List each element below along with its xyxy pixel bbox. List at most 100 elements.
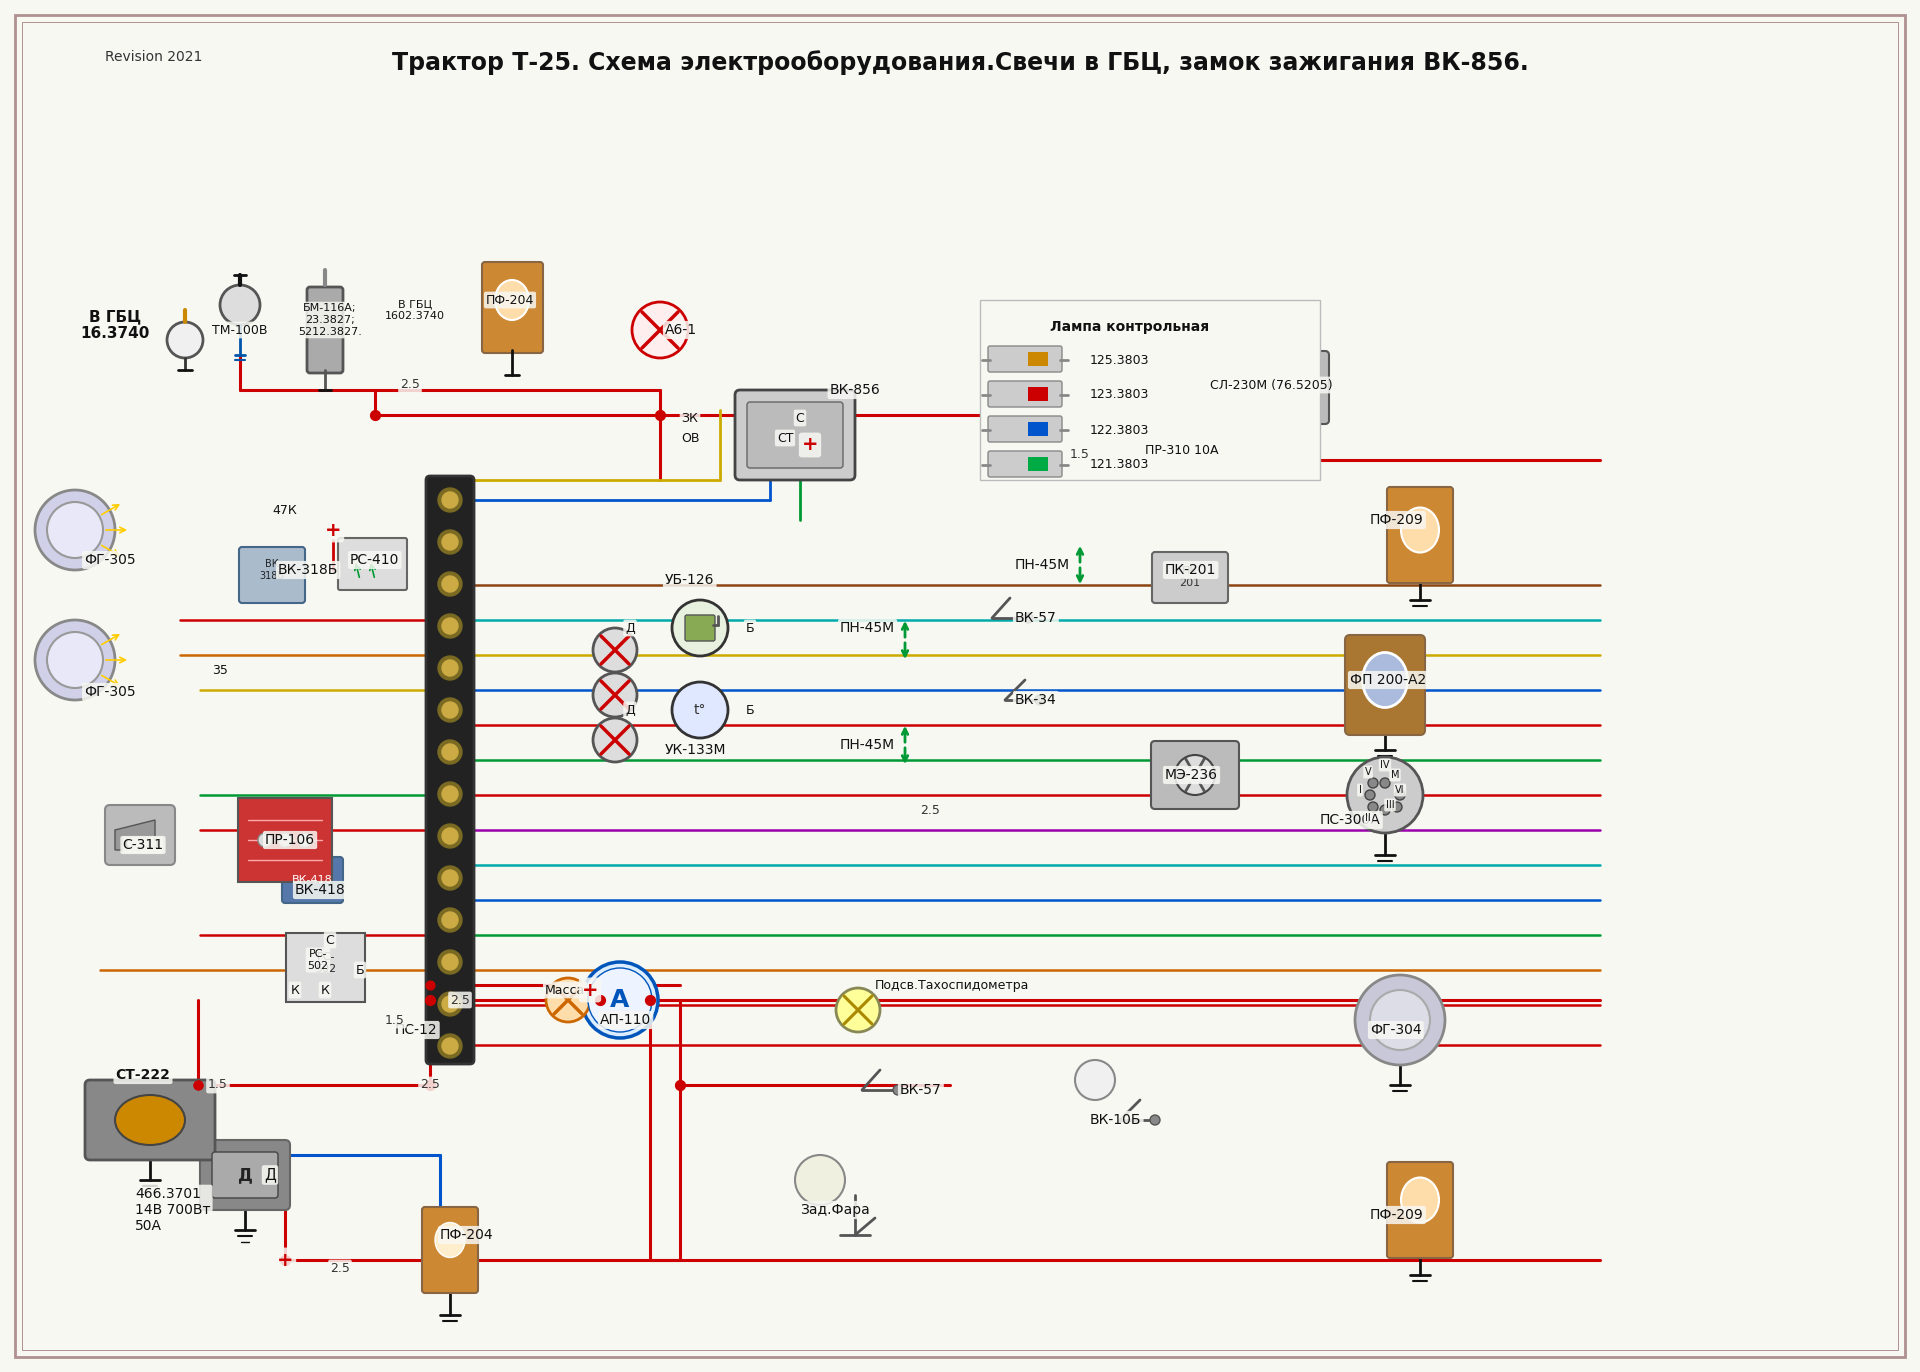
Circle shape bbox=[35, 490, 115, 569]
Circle shape bbox=[893, 1085, 902, 1095]
Text: 1.5: 1.5 bbox=[1069, 449, 1091, 461]
Point bbox=[359, 403, 390, 425]
Text: ПН-45М: ПН-45М bbox=[1016, 558, 1069, 572]
Text: M: M bbox=[1390, 770, 1400, 781]
FancyBboxPatch shape bbox=[286, 933, 365, 1002]
FancyBboxPatch shape bbox=[989, 346, 1062, 372]
Text: III: III bbox=[1386, 800, 1394, 809]
Text: 121.3803: 121.3803 bbox=[1091, 458, 1150, 472]
Circle shape bbox=[1365, 790, 1375, 800]
Bar bbox=[1027, 423, 1048, 436]
Point bbox=[645, 403, 676, 425]
Text: ЗК: ЗК bbox=[682, 412, 699, 424]
Text: ВК-418: ВК-418 bbox=[296, 884, 346, 897]
Circle shape bbox=[438, 698, 463, 722]
Point bbox=[664, 1074, 695, 1096]
Circle shape bbox=[442, 744, 459, 760]
Text: 2.5: 2.5 bbox=[449, 993, 470, 1007]
Text: Лампа контрольная: Лампа контрольная bbox=[1050, 320, 1210, 333]
Circle shape bbox=[221, 285, 259, 325]
Text: 2.5: 2.5 bbox=[399, 379, 420, 391]
Circle shape bbox=[442, 870, 459, 886]
Text: ПК
201: ПК 201 bbox=[1179, 567, 1200, 587]
Text: Д: Д bbox=[265, 1168, 276, 1183]
Circle shape bbox=[438, 530, 463, 554]
Circle shape bbox=[442, 954, 459, 970]
Circle shape bbox=[442, 786, 459, 803]
Circle shape bbox=[438, 908, 463, 932]
Circle shape bbox=[442, 1039, 459, 1054]
Circle shape bbox=[438, 825, 463, 848]
Text: ОВ: ОВ bbox=[682, 432, 699, 445]
Circle shape bbox=[1380, 805, 1390, 815]
Text: ПК-201: ПК-201 bbox=[1165, 563, 1217, 578]
Text: IV: IV bbox=[1380, 760, 1390, 770]
Text: ПФ-209: ПФ-209 bbox=[1371, 1207, 1425, 1222]
Text: СТ: СТ bbox=[778, 432, 793, 445]
Circle shape bbox=[672, 600, 728, 656]
Circle shape bbox=[1035, 696, 1044, 705]
Circle shape bbox=[1396, 790, 1405, 800]
Point bbox=[182, 1074, 213, 1096]
Text: 122.3803: 122.3803 bbox=[1091, 424, 1150, 436]
Text: A: A bbox=[611, 988, 630, 1013]
FancyBboxPatch shape bbox=[106, 805, 175, 864]
FancyBboxPatch shape bbox=[15, 15, 1905, 1357]
FancyBboxPatch shape bbox=[989, 381, 1062, 407]
Bar bbox=[1027, 353, 1048, 366]
Circle shape bbox=[442, 996, 459, 1013]
Text: Зад.Фара: Зад.Фара bbox=[801, 1203, 870, 1217]
Text: ФГ-305: ФГ-305 bbox=[84, 553, 136, 567]
Text: ПФ-209: ПФ-209 bbox=[1371, 513, 1425, 527]
Text: +: + bbox=[276, 1250, 294, 1269]
FancyBboxPatch shape bbox=[426, 476, 474, 1065]
Text: 2.5: 2.5 bbox=[330, 1261, 349, 1275]
Circle shape bbox=[1023, 613, 1033, 623]
Text: Трактор Т-25. Схема электрооборудования.Свечи в ГБЦ, замок зажигания ВК-856.: Трактор Т-25. Схема электрооборудования.… bbox=[392, 49, 1528, 75]
Text: ВК-318Б: ВК-318Б bbox=[278, 563, 338, 578]
Circle shape bbox=[1367, 803, 1379, 812]
Text: ПН-45М: ПН-45М bbox=[841, 622, 895, 635]
Circle shape bbox=[442, 534, 459, 550]
Ellipse shape bbox=[1402, 1177, 1438, 1222]
Polygon shape bbox=[115, 820, 156, 851]
Text: УБ-126: УБ-126 bbox=[664, 573, 714, 587]
Text: С: С bbox=[326, 933, 334, 947]
Circle shape bbox=[1150, 1115, 1160, 1125]
Text: С-311: С-311 bbox=[123, 838, 163, 852]
Circle shape bbox=[298, 833, 311, 847]
Circle shape bbox=[167, 322, 204, 358]
Circle shape bbox=[438, 615, 463, 638]
Text: ПФ-204: ПФ-204 bbox=[440, 1228, 493, 1242]
Circle shape bbox=[545, 978, 589, 1022]
Text: +: + bbox=[324, 520, 342, 539]
Circle shape bbox=[442, 702, 459, 718]
Circle shape bbox=[672, 682, 728, 738]
FancyBboxPatch shape bbox=[989, 451, 1062, 477]
Point bbox=[269, 1249, 300, 1270]
Text: ТМ-100В: ТМ-100В bbox=[213, 324, 267, 336]
Text: 2.5: 2.5 bbox=[920, 804, 941, 816]
FancyBboxPatch shape bbox=[338, 538, 407, 590]
Text: 123.3803: 123.3803 bbox=[1091, 388, 1150, 402]
Point bbox=[415, 1074, 445, 1096]
Text: ФГ-305: ФГ-305 bbox=[84, 685, 136, 698]
Circle shape bbox=[438, 782, 463, 805]
Text: +: + bbox=[803, 435, 818, 454]
Text: В ГБЦ
16.3740: В ГБЦ 16.3740 bbox=[81, 309, 150, 342]
Circle shape bbox=[593, 718, 637, 761]
Point bbox=[584, 989, 614, 1011]
Text: С: С bbox=[795, 412, 804, 424]
Point bbox=[415, 974, 445, 996]
FancyBboxPatch shape bbox=[482, 262, 543, 353]
Circle shape bbox=[442, 617, 459, 634]
Text: t°: t° bbox=[693, 702, 707, 718]
Circle shape bbox=[795, 1155, 845, 1205]
FancyBboxPatch shape bbox=[1240, 351, 1329, 424]
Text: ВК-856: ВК-856 bbox=[829, 383, 881, 397]
Text: РС-
502: РС- 502 bbox=[315, 952, 336, 974]
FancyBboxPatch shape bbox=[979, 300, 1321, 480]
Text: 1.5: 1.5 bbox=[386, 1014, 405, 1026]
Circle shape bbox=[438, 656, 463, 681]
FancyBboxPatch shape bbox=[1150, 741, 1238, 809]
